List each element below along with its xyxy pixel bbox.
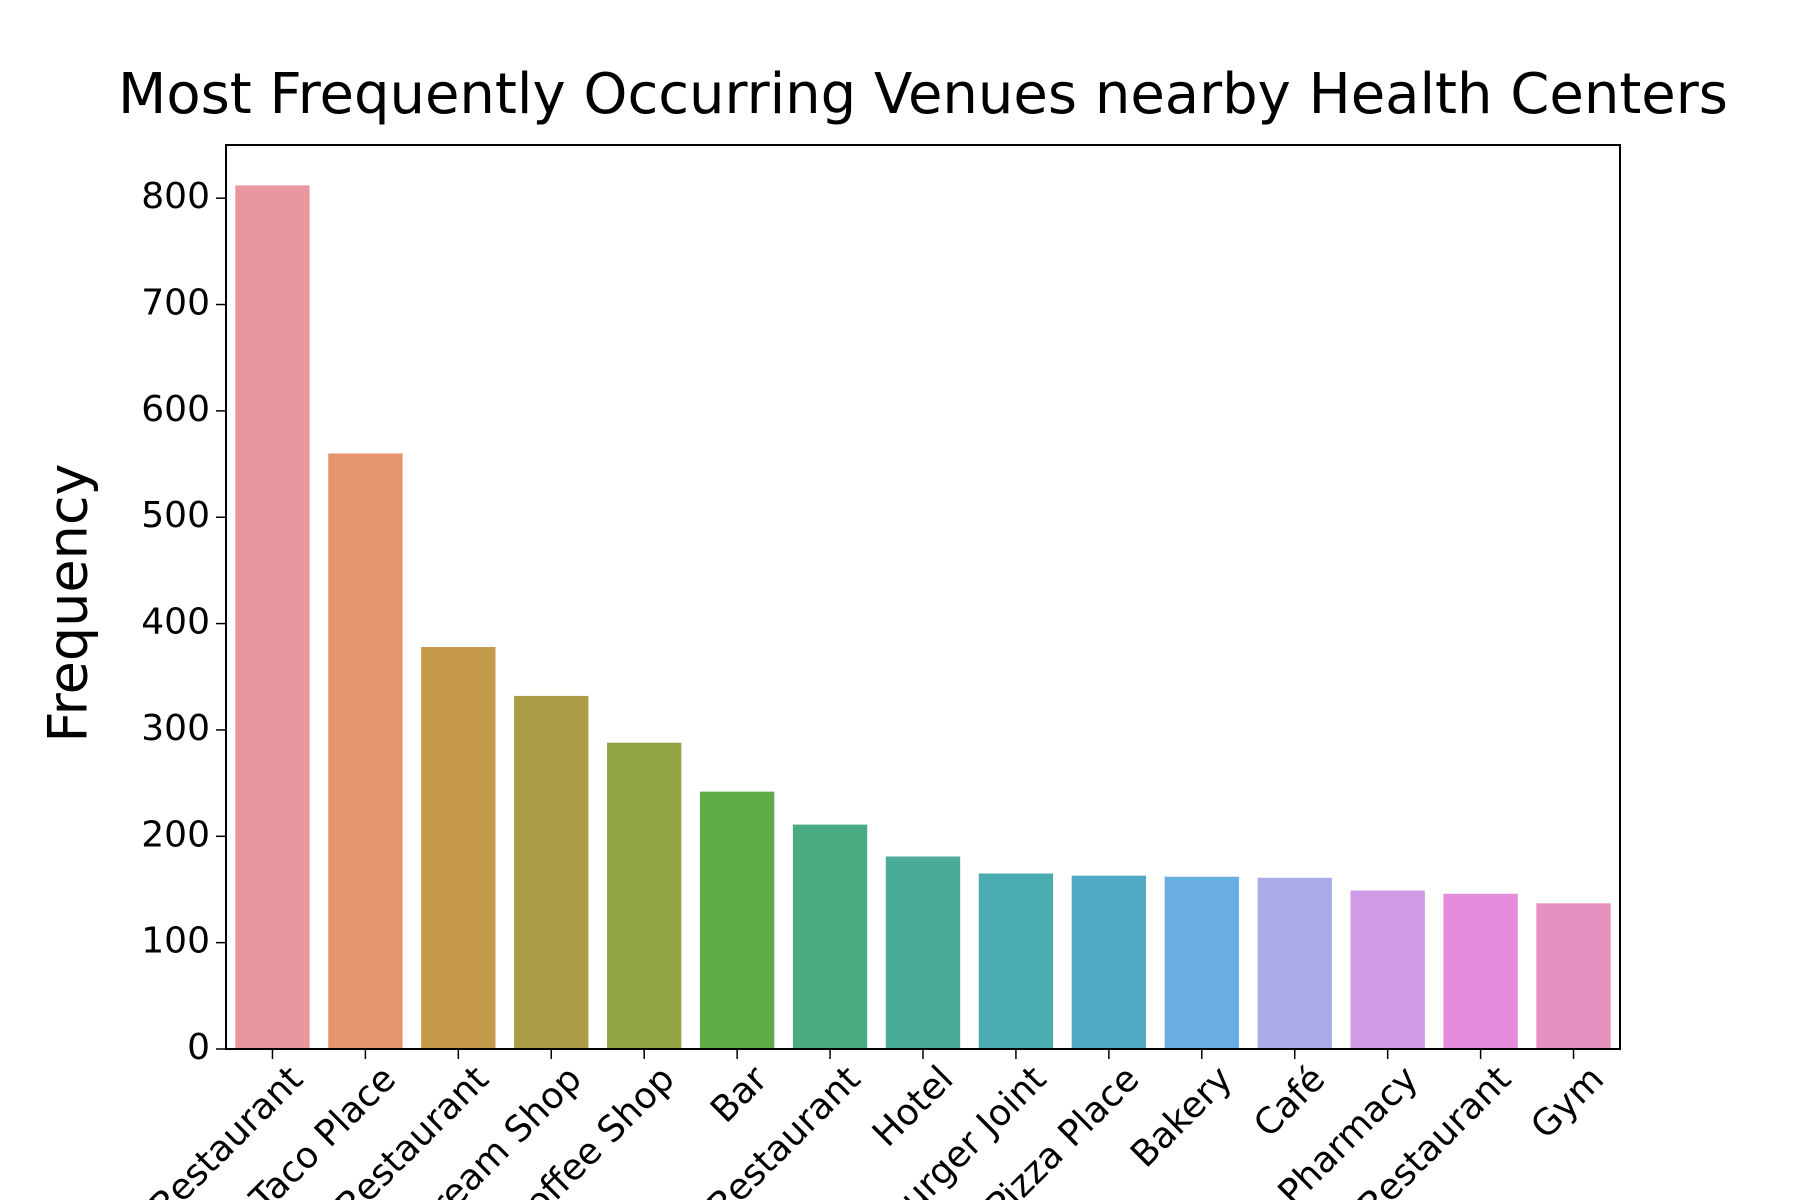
y-tick-label: 600 [141,389,210,430]
y-tick-label: 800 [141,176,210,217]
y-tick-label: 0 [187,1027,210,1068]
y-axis-label: Frequency [37,464,100,743]
bar [1350,890,1425,1049]
plot-frame [225,144,1621,1050]
bar [1536,903,1611,1049]
bar [1071,875,1147,1049]
bar [792,824,868,1049]
bar [1164,876,1239,1049]
bar [514,695,589,1049]
bar [978,873,1054,1049]
y-tick-label: 100 [141,921,210,962]
y-tick-label: 400 [141,602,210,643]
y-tick-label: 300 [141,708,210,749]
chart-title: Most Frequently Occurring Venues nearby … [118,62,1728,127]
x-tick-label: Bakery [1123,1058,1240,1175]
bar [607,742,682,1049]
x-tick-label: Gym [1523,1058,1612,1147]
bar [235,185,310,1049]
bar [1257,877,1332,1049]
bar [421,646,496,1049]
x-tick-label: Bar [703,1058,776,1131]
y-tick-label: 700 [141,283,210,324]
x-tick-label: Café [1246,1058,1333,1145]
bar [1443,893,1518,1049]
y-tick-label: 500 [141,495,210,536]
y-tick-label: 200 [141,814,210,855]
bar [885,856,961,1049]
bar [328,453,403,1049]
bar [699,791,775,1049]
